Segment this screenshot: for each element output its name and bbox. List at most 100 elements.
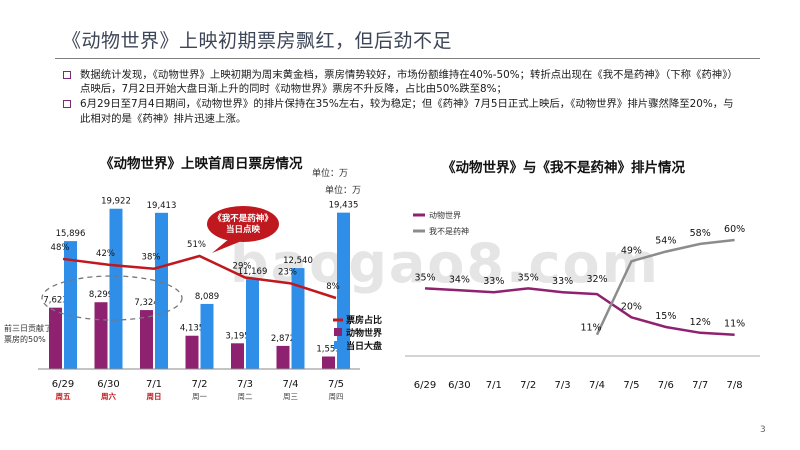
share-label: 8% [326, 282, 340, 292]
market-bar [109, 208, 123, 369]
legend-label: 当日大盘 [346, 340, 382, 352]
film-bar-label: 7,324 [134, 298, 158, 308]
film-bar [94, 302, 108, 369]
share-label: 11% [580, 323, 601, 334]
share-label: 12% [690, 317, 711, 328]
share-label: 29% [233, 261, 252, 271]
x-tick-label: 7/8 [727, 380, 743, 391]
callout-bubble [207, 206, 279, 242]
box-office-chart-title: 《动物世界》上映首周日票房情况 [100, 156, 303, 172]
bullet-text: 6月29日至7月4日期间，《动物世界》的排片保持在35%左右，较为稳定；但《药神… [80, 98, 734, 125]
market-bar-label: 19,922 [101, 197, 131, 207]
callout-pointer [212, 238, 244, 253]
bullet-text: 数据统计发现，《动物世界》上映初期为周末黄金档，票房情势较好，市场份额维持在40… [80, 69, 738, 96]
share-label: 33% [552, 276, 573, 287]
market-bar-label: 11,169 [238, 267, 268, 277]
film-bar-label: 7,623 [43, 296, 67, 306]
share-label: 35% [518, 272, 539, 283]
weekday-label: 周五 [56, 392, 71, 401]
legend-swatch [334, 341, 342, 349]
first-three-days-ellipse [41, 275, 183, 321]
title-divider [55, 58, 760, 59]
x-tick-label: 7/5 [623, 380, 639, 391]
weekday-label: 周一 [192, 392, 207, 401]
weekday-label: 周二 [238, 392, 253, 401]
dying-to-survive-line [595, 238, 735, 336]
film-bar [185, 335, 199, 369]
share-label: 33% [483, 276, 504, 287]
film-bar [140, 310, 153, 369]
market-bar-label: 19,413 [147, 201, 177, 211]
market-bar-label: 15,896 [56, 229, 86, 239]
x-tick-label: 7/1 [146, 379, 162, 390]
share-label: 38% [142, 253, 161, 263]
square-bullet-icon [63, 71, 71, 79]
share-label: 15% [655, 311, 676, 322]
market-bar-label: 12,540 [283, 256, 313, 266]
share-label: 32% [586, 274, 607, 285]
share-label: 58% [690, 228, 711, 239]
share-label: 20% [621, 301, 642, 312]
x-tick-label: 7/7 [692, 380, 708, 391]
legend-label: 我不是药神 [429, 226, 469, 236]
bullet-list: 数据统计发现，《动物世界》上映初期为周末黄金档，票房情势较好，市场份额维持在40… [62, 68, 742, 127]
legend-label: 动物世界 [346, 327, 382, 339]
share-label: 42% [96, 249, 115, 259]
x-tick-label: 7/4 [282, 379, 298, 390]
market-bar-label: 8,089 [195, 292, 219, 302]
share-label: 34% [449, 274, 470, 285]
share-label: 54% [655, 236, 676, 247]
film-bar-label: 3,195 [225, 331, 249, 341]
legend-swatch [334, 328, 342, 336]
x-tick-label: 6/30 [448, 380, 470, 391]
dashed-circle-note: 前三日贡献了单票房的50% [4, 324, 60, 344]
share-label: 11% [724, 319, 745, 330]
x-tick-label: 6/29 [414, 380, 436, 391]
animal-world-line [424, 287, 735, 336]
film-bar-label: 2,872 [271, 334, 295, 344]
bullet-item: 数据统计发现，《动物世界》上映初期为周末黄金档，票房情势较好，市场份额维持在40… [62, 68, 742, 96]
share-label: 23% [278, 267, 297, 277]
x-tick-label: 7/3 [237, 379, 253, 390]
market-bar [291, 268, 305, 369]
unit-label: 单位：万 [325, 186, 362, 196]
legend-label: 动物世界 [429, 210, 461, 220]
x-tick-label: 7/1 [486, 380, 502, 391]
x-tick-label: 7/2 [191, 379, 207, 390]
x-tick-label: 6/30 [97, 379, 119, 390]
legend-label: 票房占比 [346, 314, 382, 326]
share-label: 48% [51, 243, 70, 253]
share-line [62, 254, 337, 300]
market-bar [200, 303, 214, 369]
weekday-label: 周六 [101, 391, 116, 401]
x-tick-label: 7/6 [658, 380, 674, 391]
film-bar-label: 8,299 [89, 290, 113, 300]
page-number: 3 [760, 425, 766, 435]
market-bar [64, 241, 77, 369]
square-bullet-icon [63, 100, 71, 109]
market-bar-label: 19,435 [329, 201, 359, 211]
x-tick-label: 7/3 [555, 380, 571, 391]
weekday-label: 周三 [283, 392, 298, 401]
share-label: 51% [187, 240, 206, 250]
market-bar [155, 212, 168, 369]
film-bar-label: 4,135 [180, 324, 204, 334]
share-label: 60% [724, 224, 745, 235]
x-tick-label: 7/4 [589, 380, 605, 391]
film-bar [49, 307, 62, 369]
bullet-item: 6月29日至7月4日期间，《动物世界》的排片保持在35%左右，较为稳定；但《药神… [62, 97, 742, 125]
x-tick-label: 7/5 [328, 379, 344, 390]
film-bar [276, 345, 290, 369]
film-bar-label: 1,553 [316, 345, 340, 355]
callout-text: 当日点映 [226, 224, 261, 235]
market-bar [246, 279, 259, 369]
film-bar [231, 343, 244, 369]
unit-label: 单位：万 [312, 169, 349, 179]
screening-share-chart: 35% 34% 33% 35% 33% 32% 20% 15% 12% 11% 11% 49% 54% 5… [405, 210, 760, 391]
share-label: 35% [414, 272, 435, 283]
film-bar [322, 356, 335, 369]
x-tick-label: 7/2 [520, 380, 536, 391]
weekday-label: 周日 [147, 392, 162, 401]
screening-chart-title: 《动物世界》与《我不是药神》排片情况 [442, 160, 685, 176]
